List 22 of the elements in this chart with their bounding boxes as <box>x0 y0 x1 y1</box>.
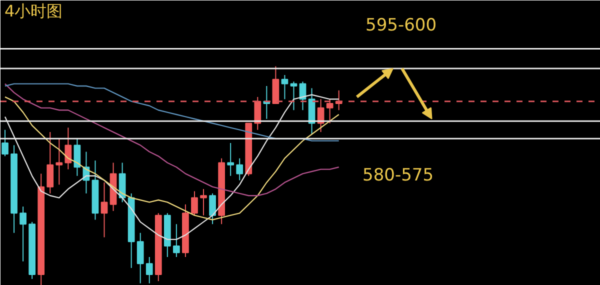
candlestick <box>56 138 63 186</box>
candlestick <box>191 190 198 216</box>
candlestick <box>227 142 234 176</box>
text: 595-600 <box>366 16 437 36</box>
candlestick <box>254 96 262 130</box>
chart-title: 4小时图 <box>4 2 63 20</box>
candlestick <box>20 206 26 262</box>
candlestick <box>290 81 298 111</box>
candlestick <box>326 98 334 124</box>
candlestick <box>173 224 180 258</box>
candlestick <box>209 192 216 225</box>
candlestick <box>200 188 207 216</box>
text: 580-575 <box>362 166 434 186</box>
candlestick <box>136 232 144 284</box>
candlestick <box>236 158 244 181</box>
candlestick <box>100 182 108 238</box>
candlestick <box>46 132 54 194</box>
candlestick <box>74 138 81 176</box>
candlestick <box>281 74 288 100</box>
candlestick <box>146 256 153 284</box>
candlestick <box>2 129 8 157</box>
candlestick <box>64 127 72 170</box>
